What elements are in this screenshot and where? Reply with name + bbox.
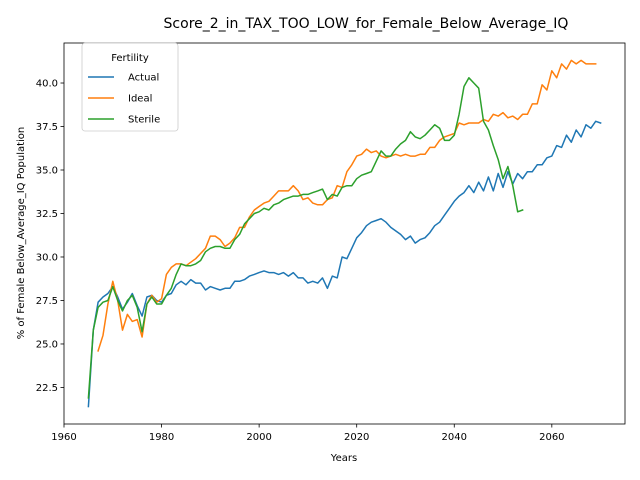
x-tick-label: 2000 (246, 432, 271, 443)
chart-title: Score_2_in_TAX_TOO_LOW_for_Female_Below_… (164, 16, 569, 32)
x-axis: 1960 1980 2000 2020 2040 2060 (51, 424, 565, 443)
legend-label-actual: Actual (128, 73, 159, 84)
y-axis: 22.5 25.0 27.5 30.0 32.5 35.0 37.5 40.0 (36, 79, 64, 394)
series-line-actual (87, 120, 602, 408)
y-tick-label: 30.0 (36, 252, 58, 263)
y-tick-label: 35.0 (36, 166, 58, 177)
legend-label-sterile: Sterile (128, 115, 160, 126)
x-tick-label: 2040 (442, 432, 467, 443)
legend-title: Fertility (111, 53, 149, 64)
y-tick-label: 25.0 (36, 339, 58, 350)
x-tick-label: 1960 (51, 432, 76, 443)
legend-entries: Actual Ideal Sterile (88, 73, 160, 126)
x-tick-label: 2060 (539, 432, 564, 443)
legend-box (81, 42, 179, 132)
x-tick-label: 2020 (344, 432, 369, 443)
y-axis-label: % of Female Below_Average_IQ Population (16, 127, 27, 340)
legend-label-ideal: Ideal (128, 94, 152, 105)
plot-frame (63, 42, 626, 425)
legend: Fertility Actual Ideal Sterile (81, 42, 179, 132)
y-tick-label: 37.5 (36, 122, 58, 133)
y-tick-label: 32.5 (36, 209, 58, 220)
y-tick-label: 22.5 (36, 383, 58, 394)
x-axis-label: Years (330, 453, 357, 464)
y-tick-label: 27.5 (36, 296, 58, 307)
series-line-sterile (87, 77, 524, 399)
y-tick-label: 40.0 (36, 79, 58, 90)
x-tick-label: 1980 (149, 432, 174, 443)
series-layer (87, 59, 602, 408)
